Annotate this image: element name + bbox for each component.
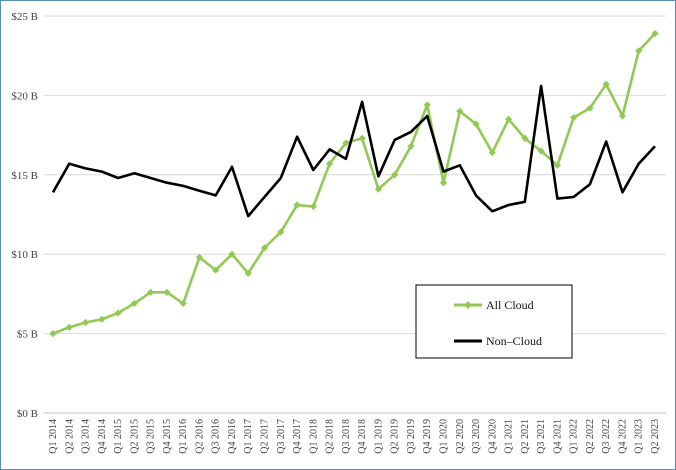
data-point <box>65 323 73 331</box>
data-point <box>244 269 252 277</box>
data-point <box>260 244 269 252</box>
y-tick-label: $5 B <box>17 329 38 341</box>
data-point <box>195 253 204 261</box>
data-point <box>602 80 610 88</box>
data-point <box>407 142 415 150</box>
x-tick-label: Q3 2014 <box>81 419 92 454</box>
y-tick-label: $25 B <box>11 11 38 23</box>
x-tick-label: Q2 2015 <box>129 419 140 454</box>
y-axis-tick-labels: $0 B $5 B $10 B $15 B $20 B $25 B <box>11 11 38 420</box>
x-tick-label: Q1 2021 <box>504 419 515 454</box>
x-tick-label: Q4 2018 <box>357 419 368 454</box>
data-point <box>98 315 106 323</box>
data-point <box>212 266 220 274</box>
series-non-cloud <box>51 84 656 218</box>
gridlines <box>44 15 666 414</box>
x-tick-label: Q2 2014 <box>64 419 75 454</box>
data-point <box>309 202 317 211</box>
data-point <box>163 288 171 296</box>
x-tick-label: Q1 2022 <box>569 419 580 454</box>
data-point <box>488 148 496 157</box>
x-tick-label: Q1 2017 <box>243 419 254 454</box>
x-tick-label: Q3 2016 <box>211 419 222 454</box>
data-point <box>391 171 399 179</box>
data-point <box>456 107 464 115</box>
x-tick-label: Q2 2021 <box>520 419 531 454</box>
x-tick-label: Q1 2020 <box>438 419 449 454</box>
data-point <box>618 112 627 120</box>
x-tick-label: Q2 2016 <box>194 419 205 454</box>
data-point <box>439 179 448 187</box>
series-layer <box>49 29 659 338</box>
series-all-cloud <box>49 29 659 338</box>
x-tick-label: Q3 2020 <box>471 419 482 454</box>
x-tick-label: Q2 2022 <box>585 419 596 454</box>
x-tick-label: Q1 2016 <box>178 419 189 454</box>
x-tick-label: Q1 2014 <box>48 419 59 454</box>
x-tick-label: Q3 2018 <box>341 419 352 454</box>
data-point <box>228 250 236 258</box>
legend: All Cloud Non–Cloud <box>415 284 573 359</box>
x-tick-label: Q4 2016 <box>227 419 238 454</box>
data-point <box>277 228 285 236</box>
data-point <box>293 201 301 209</box>
x-tick-label: Q4 2015 <box>162 419 173 454</box>
data-point <box>342 139 350 147</box>
x-tick-label: Q4 2019 <box>422 419 433 454</box>
data-point <box>472 120 480 128</box>
legend-box <box>415 284 573 359</box>
y-tick-label: $15 B <box>11 170 38 182</box>
x-tick-label: Q4 2020 <box>487 419 498 454</box>
x-tick-label: Q2 2017 <box>260 419 271 454</box>
data-point <box>147 288 155 296</box>
data-point <box>635 47 643 55</box>
data-point <box>537 147 545 155</box>
data-point <box>521 134 529 142</box>
x-tick-label: Q3 2019 <box>406 419 417 454</box>
y-tick-label: $10 B <box>11 249 38 261</box>
x-tick-label: Q4 2022 <box>617 419 628 454</box>
x-tick-label: Q4 2014 <box>97 419 108 454</box>
data-point <box>81 318 90 327</box>
x-tick-label: Q4 2017 <box>292 419 303 454</box>
data-point <box>114 309 122 317</box>
x-tick-label: Q2 2020 <box>455 419 466 454</box>
data-point <box>358 134 366 142</box>
legend-label-non-cloud: Non–Cloud <box>486 334 542 348</box>
data-point <box>374 185 383 193</box>
x-axis-tick-labels: Q1 2014 Q2 2014 Q3 2014 Q4 2014 Q1 2015 Q2 20… <box>48 419 661 454</box>
x-tick-label: Q3 2017 <box>276 419 287 454</box>
x-tick-label: Q1 2015 <box>113 419 124 454</box>
x-tick-label: Q3 2015 <box>146 419 157 454</box>
data-point <box>130 299 138 308</box>
data-point <box>553 161 561 169</box>
data-point <box>651 29 659 38</box>
x-tick-label: Q3 2021 <box>536 419 547 454</box>
series-line-non-cloud <box>51 84 656 218</box>
x-tick-label: Q2 2018 <box>325 419 336 454</box>
data-point <box>325 160 334 168</box>
data-point <box>179 299 187 308</box>
y-tick-label: $20 B <box>11 90 38 102</box>
data-point <box>570 114 578 122</box>
x-tick-label: Q1 2023 <box>634 419 645 454</box>
x-tick-label: Q2 2019 <box>390 419 401 454</box>
data-point <box>49 330 57 338</box>
data-point <box>586 104 594 112</box>
x-tick-label: Q1 2018 <box>308 419 319 454</box>
legend-label-all-cloud: All Cloud <box>486 298 534 312</box>
x-tick-label: Q2 2023 <box>650 419 661 454</box>
data-point <box>504 115 513 123</box>
x-tick-label: Q3 2022 <box>601 419 612 454</box>
x-tick-label: Q4 2021 <box>552 419 563 454</box>
x-tick-label: Q1 2019 <box>373 419 384 454</box>
data-point <box>423 101 431 109</box>
legend-marker-all-cloud <box>464 301 472 309</box>
y-tick-label: $0 B <box>17 408 38 420</box>
